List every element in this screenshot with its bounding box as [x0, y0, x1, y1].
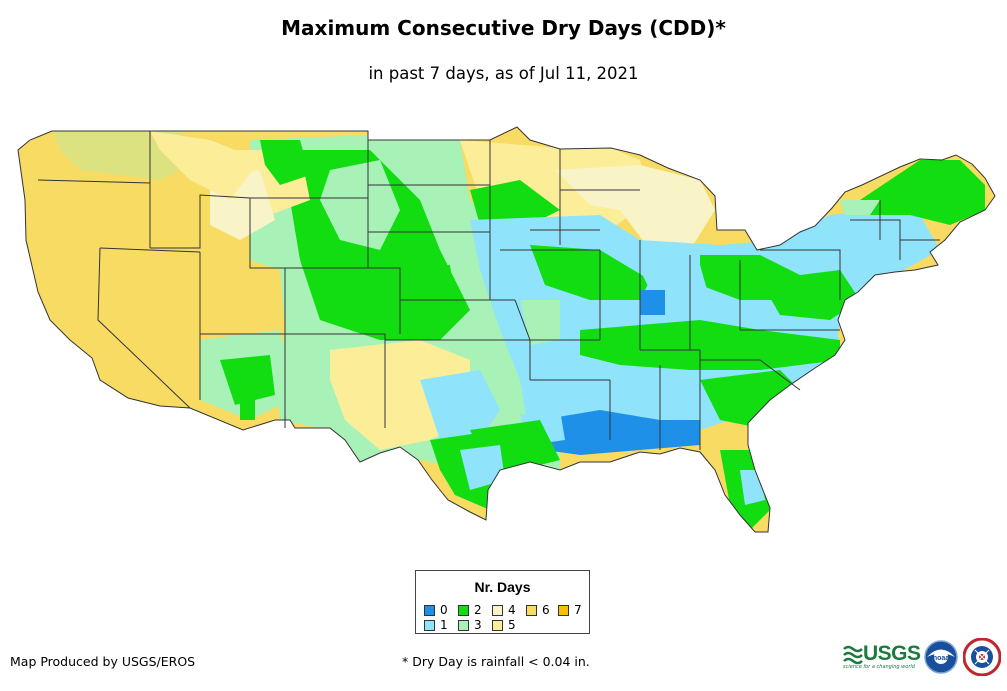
- map-subtitle: in past 7 days, as of Jul 11, 2021: [368, 64, 639, 83]
- legend-label: 7: [574, 603, 582, 617]
- noaa-logo: noaa: [924, 640, 958, 674]
- footnote-text: * Dry Day is rainfall < 0.04 in.: [402, 654, 590, 669]
- legend-label: 0: [440, 603, 448, 617]
- usgs-logo: USGS science for a changing world: [843, 642, 921, 672]
- legend-item-2: 2: [458, 603, 482, 617]
- legend-swatch: [526, 604, 537, 616]
- legend-swatch: [458, 604, 469, 616]
- legend: Nr. Days 0 1 2 3 4 5 6 7: [415, 570, 590, 634]
- legend-label: 6: [542, 603, 550, 617]
- legend-label: 4: [508, 603, 516, 617]
- nws-logo: [963, 638, 1001, 676]
- legend-swatch: [424, 604, 435, 616]
- legend-item-6: 6: [526, 603, 550, 617]
- legend-item-0: 0: [424, 603, 448, 617]
- noaa-text: noaa: [933, 655, 949, 662]
- legend-item-1: 1: [424, 618, 448, 632]
- legend-label: 5: [508, 618, 516, 632]
- legend-swatch: [558, 604, 569, 616]
- credit-text: Map Produced by USGS/EROS: [10, 654, 196, 669]
- cdd-fill: [18, 127, 995, 532]
- legend-swatch: [458, 619, 469, 631]
- legend-item-5: 5: [492, 618, 516, 632]
- legend-label: 2: [474, 603, 482, 617]
- legend-swatch: [492, 619, 503, 631]
- state-boundaries: [17, 126, 996, 533]
- legend-label: 3: [474, 618, 482, 632]
- legend-swatch: [424, 619, 435, 631]
- usgs-tagline: science for a changing world: [843, 664, 915, 670]
- map-title: Maximum Consecutive Dry Days (CDD)*: [281, 16, 726, 40]
- legend-swatch: [492, 604, 503, 616]
- legend-item-3: 3: [458, 618, 482, 632]
- legend-label: 1: [440, 618, 448, 632]
- legend-item-7: 7: [558, 603, 582, 617]
- legend-item-4: 4: [492, 603, 516, 617]
- usgs-wave-icon: [843, 645, 863, 665]
- usgs-wordmark: USGS: [863, 642, 921, 665]
- legend-title: Nr. Days: [474, 579, 531, 595]
